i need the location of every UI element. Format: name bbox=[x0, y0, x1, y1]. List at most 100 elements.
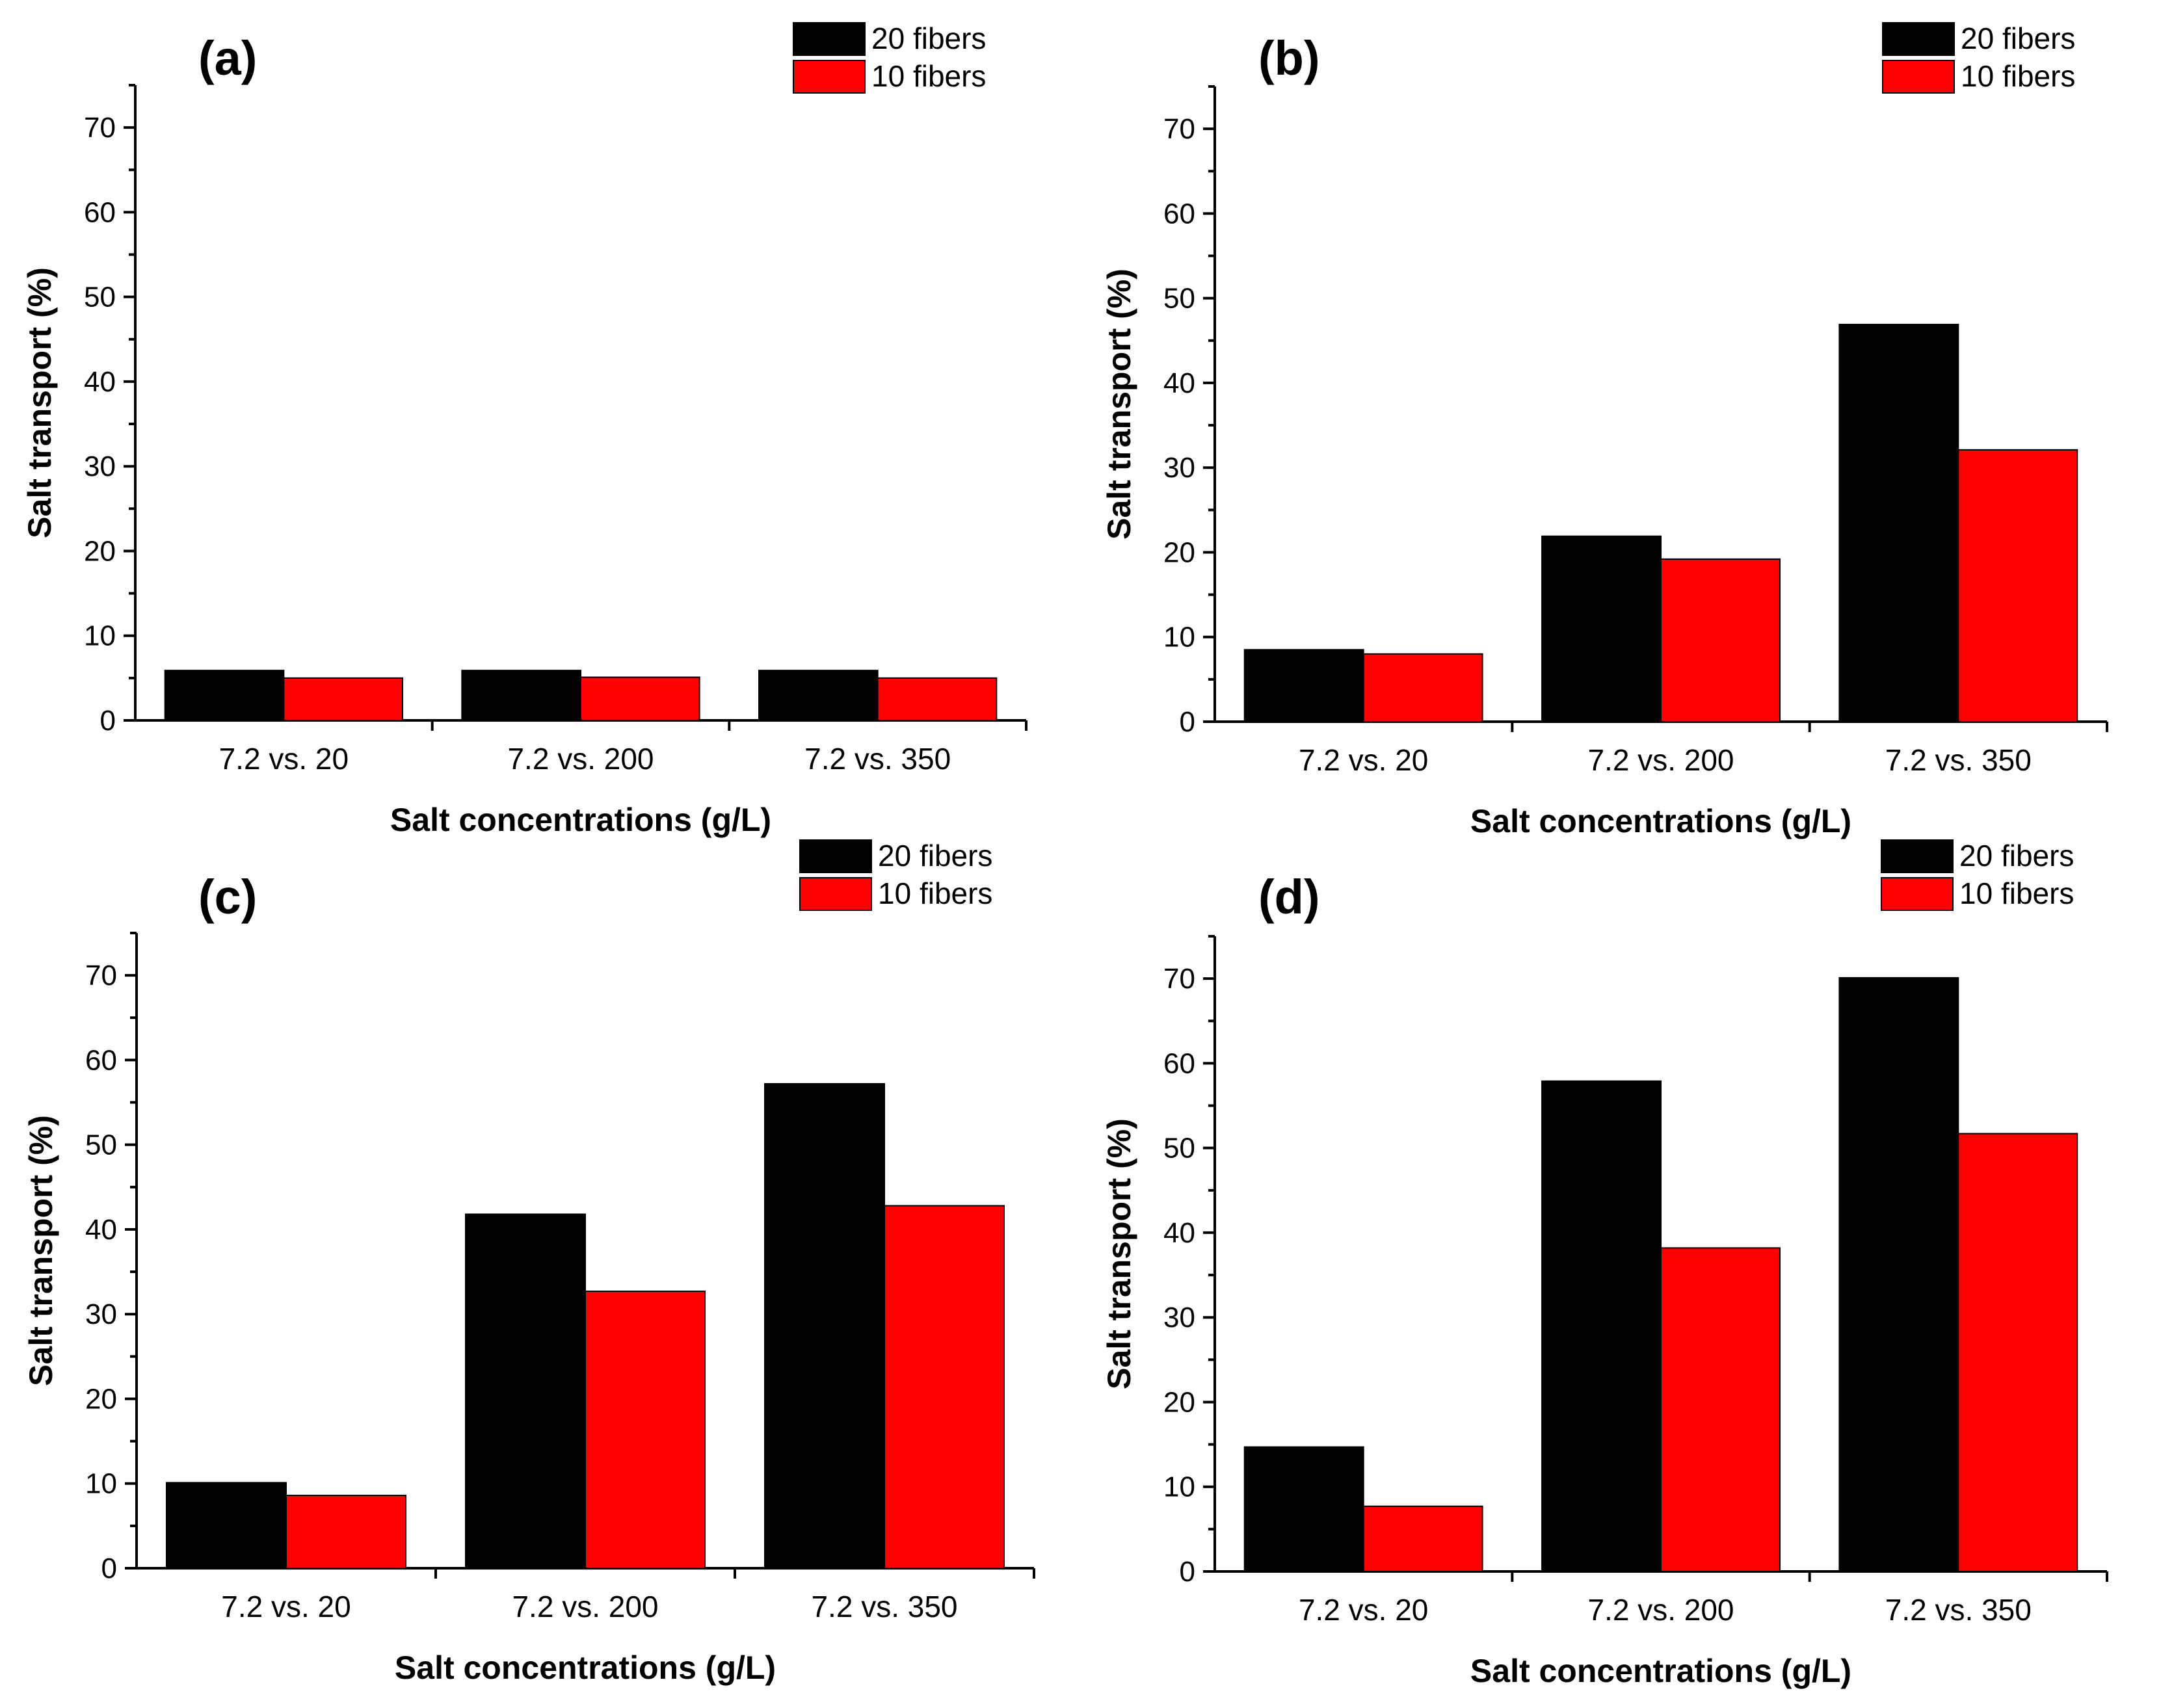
legend-label: 10 fibers bbox=[871, 59, 986, 93]
y-tick-label: 30 bbox=[1163, 1302, 1195, 1334]
x-tick-label: 7.2 vs. 200 bbox=[512, 1590, 658, 1623]
legend-swatch-10-fibers bbox=[1882, 60, 1955, 94]
legend-label: 10 fibers bbox=[878, 876, 992, 910]
y-tick-label: 0 bbox=[1180, 1556, 1195, 1588]
x-tick-label: 7.2 vs. 20 bbox=[1299, 1593, 1428, 1627]
y-tick-label: 40 bbox=[85, 1214, 117, 1246]
legend-label: 20 fibers bbox=[871, 21, 986, 55]
bar-10-fibers-2 bbox=[580, 676, 700, 721]
y-tick-label: 50 bbox=[1163, 1133, 1195, 1164]
legend-swatch-20-fibers bbox=[1881, 839, 1954, 873]
x-tick-label: 7.2 vs. 200 bbox=[507, 742, 654, 776]
chart-panel-c: 0 10 20 30 40 50 60 70 7.2 vs. 20 7.2 vs. 200 7.2 … bbox=[23, 839, 1035, 1686]
x-tick-label: 7.2 vs. 20 bbox=[219, 742, 349, 776]
x-axis-title: Salt concentrations (g/L) bbox=[395, 1649, 776, 1686]
bar-20-fibers-2 bbox=[465, 1213, 586, 1569]
y-tick-label: 20 bbox=[1163, 536, 1195, 568]
bar-20-fibers-2 bbox=[1541, 535, 1662, 722]
y-tick-label: 10 bbox=[1163, 1471, 1195, 1503]
legend-label: 20 fibers bbox=[878, 839, 992, 873]
y-axis-title: Salt transport (%) bbox=[1101, 269, 1137, 540]
x-tick-label: 7.2 vs. 20 bbox=[1299, 743, 1428, 777]
legend-label: 20 fibers bbox=[1961, 21, 2075, 55]
y-tick-label: 60 bbox=[1163, 198, 1195, 230]
y-tick-label: 20 bbox=[85, 1383, 117, 1415]
y-tick-label: 20 bbox=[84, 535, 116, 567]
y-tick-label: 40 bbox=[1163, 1217, 1195, 1249]
y-tick-label: 10 bbox=[84, 620, 116, 652]
bar-10-fibers-1 bbox=[283, 677, 404, 722]
legend-swatch-10-fibers bbox=[799, 877, 872, 911]
bar-10-fibers-3 bbox=[877, 677, 998, 722]
panel-label: (d) bbox=[1258, 870, 1320, 924]
y-tick-label: 20 bbox=[1163, 1386, 1195, 1418]
y-tick-label: 50 bbox=[1163, 283, 1195, 315]
y-tick-label: 10 bbox=[85, 1468, 117, 1500]
y-tick-label: 70 bbox=[85, 960, 117, 992]
x-axis-title: Salt concentrations (g/L) bbox=[1470, 803, 1851, 839]
bar-20-fibers-1 bbox=[166, 1482, 287, 1569]
x-axis-title: Salt concentrations (g/L) bbox=[390, 802, 771, 838]
chart-panel-b: 0 10 20 30 40 50 60 70 7.2 vs. 20 7.2 vs. 200 7.2 … bbox=[1101, 21, 2108, 839]
panel-label: (a) bbox=[198, 31, 257, 85]
bar-20-fibers-2 bbox=[461, 670, 581, 722]
y-tick-label: 30 bbox=[85, 1298, 117, 1330]
bar-20-fibers-2 bbox=[1541, 1080, 1662, 1572]
legend-swatch-10-fibers bbox=[793, 60, 866, 94]
y-axis-title: Salt transport (%) bbox=[23, 1115, 59, 1386]
y-tick-label: 60 bbox=[1163, 1047, 1195, 1079]
bar-10-fibers-3 bbox=[884, 1205, 1005, 1569]
bar-10-fibers-3 bbox=[1957, 449, 2078, 722]
y-tick-label: 0 bbox=[100, 705, 116, 737]
bar-20-fibers-1 bbox=[1243, 649, 1364, 722]
y-tick-label: 30 bbox=[84, 451, 116, 482]
y-tick-label: 30 bbox=[1163, 452, 1195, 484]
legend-swatch-10-fibers bbox=[1881, 877, 1954, 911]
y-tick-label: 70 bbox=[1163, 113, 1195, 145]
x-tick-label: 7.2 vs. 350 bbox=[811, 1590, 957, 1623]
legend-label: 10 fibers bbox=[1959, 876, 2074, 910]
y-tick-label: 40 bbox=[1163, 367, 1195, 399]
x-axis-title: Salt concentrations (g/L) bbox=[1470, 1653, 1851, 1689]
panel-label: (c) bbox=[198, 870, 257, 924]
legend-swatch-20-fibers bbox=[1882, 22, 1955, 56]
panel-label: (b) bbox=[1258, 31, 1320, 85]
y-tick-label: 70 bbox=[1163, 963, 1195, 995]
y-axis-title: Salt transport (%) bbox=[21, 267, 58, 538]
legend-label: 20 fibers bbox=[1959, 839, 2074, 873]
legend-swatch-20-fibers bbox=[799, 839, 872, 873]
bar-20-fibers-3 bbox=[1838, 977, 1959, 1572]
y-tick-label: 40 bbox=[84, 366, 116, 398]
x-tick-label: 7.2 vs. 350 bbox=[804, 742, 951, 776]
chart-panel-a: 0 10 20 30 40 50 60 70 7.2 vs. 20 7.2 vs. 200 7.2 … bbox=[21, 21, 1027, 838]
y-tick-label: 0 bbox=[101, 1553, 117, 1584]
x-tick-label: 7.2 vs. 200 bbox=[1587, 1593, 1734, 1627]
x-tick-label: 7.2 vs. 20 bbox=[221, 1590, 351, 1623]
x-tick-label: 7.2 vs. 200 bbox=[1587, 743, 1734, 777]
bar-20-fibers-1 bbox=[1243, 1446, 1364, 1573]
y-tick-label: 0 bbox=[1180, 706, 1195, 738]
bar-10-fibers-2 bbox=[1660, 558, 1781, 722]
legend: 20 fibers 10 fibers bbox=[1882, 21, 2075, 94]
bar-10-fibers-1 bbox=[285, 1494, 406, 1570]
bar-10-fibers-2 bbox=[1660, 1247, 1781, 1572]
bar-20-fibers-3 bbox=[764, 1083, 885, 1569]
bar-10-fibers-1 bbox=[1362, 653, 1483, 723]
y-tick-label: 60 bbox=[84, 196, 116, 228]
y-tick-label: 50 bbox=[85, 1129, 117, 1161]
y-tick-label: 70 bbox=[84, 112, 116, 144]
bar-10-fibers-1 bbox=[1362, 1505, 1483, 1572]
bar-10-fibers-2 bbox=[585, 1291, 706, 1569]
legend-label: 10 fibers bbox=[1961, 59, 2075, 93]
y-tick-label: 10 bbox=[1163, 622, 1195, 653]
y-tick-label: 60 bbox=[85, 1044, 117, 1076]
bar-20-fibers-3 bbox=[758, 670, 879, 722]
y-axis-title: Salt transport (%) bbox=[1101, 1118, 1137, 1389]
bar-10-fibers-3 bbox=[1957, 1133, 2078, 1572]
y-tick-label: 50 bbox=[84, 282, 116, 313]
legend-swatch-20-fibers bbox=[793, 22, 866, 56]
x-tick-label: 7.2 vs. 350 bbox=[1885, 1593, 2032, 1627]
